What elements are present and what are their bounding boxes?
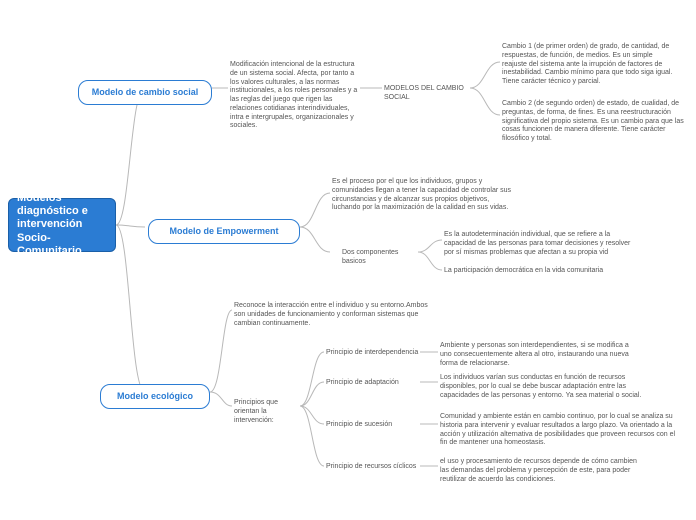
eco-p3-text: Comunidad y ambiente están en cambio con…	[440, 413, 680, 448]
empower-comp1: Es la autodeterminación individual, que …	[444, 231, 636, 257]
branch-ecologico[interactable]: Modelo ecológico	[100, 384, 210, 409]
eco-p2-label: Principio de adaptación	[326, 379, 424, 388]
empower-comp-label: Dos componentes basicos	[342, 249, 422, 267]
empower-comp2: La participación democrática en la vida …	[444, 267, 634, 276]
branch-eco-label: Modelo ecológico	[117, 391, 193, 402]
eco-p1-text: Ambiente y personas son interdependiente…	[440, 342, 640, 368]
eco-p4-text: el uso y procesamiento de recursos depen…	[440, 458, 640, 484]
cambio-c1: Cambio 1 (de primer orden) de grado, de …	[502, 43, 678, 87]
eco-p4-label: Principio de recursos cíclicos	[326, 463, 426, 472]
empower-desc: Es el proceso por el que los individuos,…	[332, 178, 512, 213]
root-node[interactable]: Modelos diagnóstico e intervención Socio…	[8, 198, 116, 252]
branch-cambio-label: Modelo de cambio social	[92, 87, 199, 98]
eco-p2-text: Los individuos varían sus conductas en f…	[440, 374, 650, 400]
branch-empowerment[interactable]: Modelo de Empowerment	[148, 219, 300, 244]
eco-p1-label: Principio de interdependencia	[326, 349, 424, 358]
cambio-sub-title: MODELOS DEL CAMBIO SOCIAL	[384, 85, 474, 103]
eco-princ-label: Principios que orientan la intervención:	[234, 399, 304, 425]
branch-empower-label: Modelo de Empowerment	[169, 226, 278, 237]
root-label: Modelos diagnóstico e intervención Socio…	[17, 192, 107, 258]
cambio-c2: Cambio 2 (de segundo orden) de estado, d…	[502, 100, 684, 144]
cambio-desc: Modificación intencional de la estructur…	[230, 61, 358, 131]
eco-desc: Reconoce la interacción entre el individ…	[234, 302, 432, 328]
branch-cambio-social[interactable]: Modelo de cambio social	[78, 80, 212, 105]
eco-p3-label: Principio de sucesión	[326, 421, 424, 430]
